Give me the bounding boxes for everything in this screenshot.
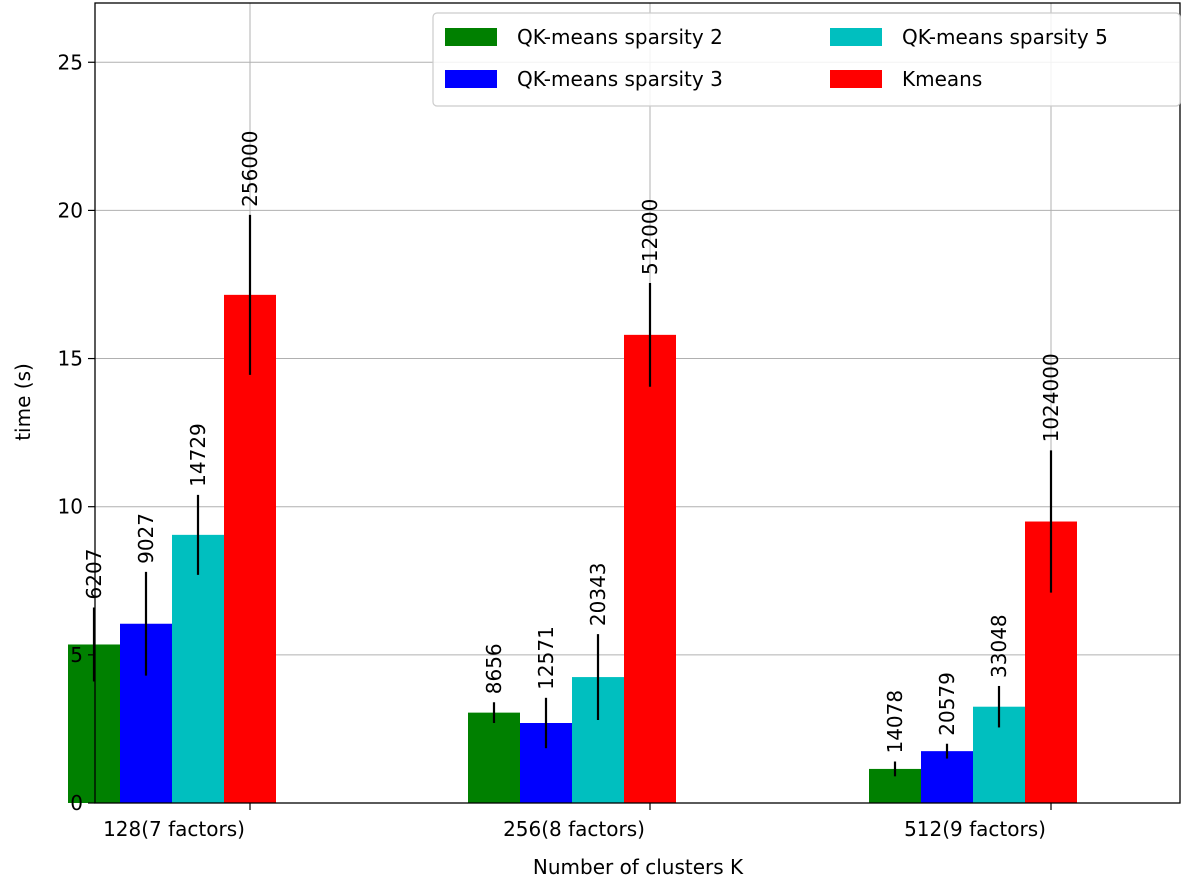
bar-value-label: 9027 [134,513,158,564]
bar-value-label: 6207 [82,549,106,600]
bar-value-label: 256000 [238,130,262,206]
axes-frame [94,2,1181,804]
legend: QK-means sparsity 2 QK-means sparsity 3 QK… [432,12,1181,107]
legend-swatch [445,28,497,46]
x-tick-label: 128(7 factors) [103,817,245,841]
x-axis-label: Number of clusters K [533,855,744,879]
legend-swatch [830,70,882,88]
bar-value-label: 12571 [534,626,558,690]
y-tick-label: 15 [58,347,83,371]
y-axis-label: time (s) [11,363,35,441]
axes [88,2,1181,810]
y-tick-label: 5 [70,643,83,667]
bar-labels: 6207 8656 14078 9027 12571 20579 14729 20343 330… [82,130,1063,753]
bar-value-label: 33048 [987,614,1011,678]
tick-labels: 0 5 10 15 20 25 128(7 factors) 256(8 factors) 51… [58,50,1046,841]
bar-value-label: 20579 [935,672,959,736]
bar [624,334,676,803]
y-tick-label: 20 [58,198,83,222]
error-bars [92,214,1053,777]
bar-value-label: 14729 [186,423,210,487]
bar [224,294,276,803]
y-tick-label: 10 [58,495,83,519]
y-tick-label: 0 [70,791,83,815]
legend-swatch [830,28,882,46]
legend-entry: Kmeans [902,67,982,91]
bar-value-label: 512000 [638,199,662,275]
bar-value-label: 20343 [586,562,610,626]
bar-value-label: 1024000 [1039,353,1063,442]
bar [172,534,224,803]
bar-value-label: 8656 [482,643,506,694]
bar [921,751,973,803]
legend-entry: QK-means sparsity 3 [517,67,723,91]
bars [68,294,1077,803]
bar [468,712,520,803]
x-tick-label: 256(8 factors) [503,817,645,841]
legend-entry: QK-means sparsity 5 [902,25,1108,49]
legend-swatch [445,70,497,88]
y-tick-label: 25 [58,50,83,74]
x-tick-label: 512(9 factors) [904,817,1046,841]
legend-entry: QK-means sparsity 2 [517,25,723,49]
bar-value-label: 14078 [883,690,907,754]
legend-box [432,12,1181,107]
